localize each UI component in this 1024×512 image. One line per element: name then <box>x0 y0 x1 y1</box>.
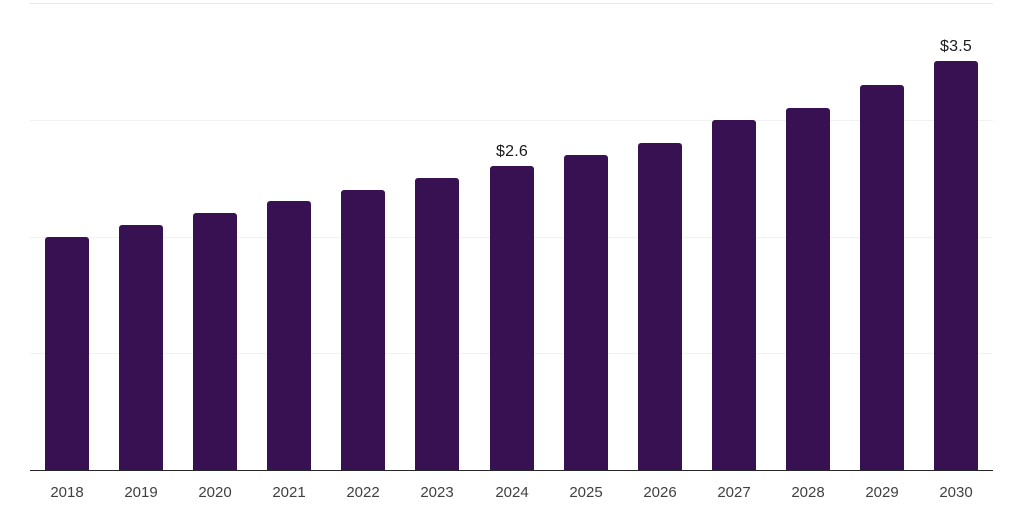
bar-2021 <box>267 201 311 470</box>
bar-2025 <box>564 155 608 470</box>
x-tick-label-2029: 2029 <box>865 484 899 501</box>
bar-2026 <box>638 143 682 470</box>
bar-2029 <box>860 85 904 470</box>
bar-2023 <box>415 178 459 470</box>
x-tick-label-2021: 2021 <box>272 484 306 501</box>
x-tick-label-2026: 2026 <box>643 484 677 501</box>
x-tick-label-2022: 2022 <box>346 484 380 501</box>
x-tick-label-2025: 2025 <box>569 484 603 501</box>
x-tick-label-2027: 2027 <box>717 484 751 501</box>
bar-2022 <box>341 190 385 470</box>
x-axis-line <box>30 470 993 471</box>
bar-2019 <box>119 225 163 470</box>
x-tick-label-2028: 2028 <box>791 484 825 501</box>
x-tick-label-2030: 2030 <box>939 484 973 501</box>
gridline-3 <box>30 120 993 121</box>
bar-2028 <box>786 108 830 470</box>
bar-value-label-2024: $2.6 <box>496 143 528 160</box>
x-tick-label-2020: 2020 <box>198 484 232 501</box>
bar-2018 <box>45 237 89 471</box>
x-tick-label-2023: 2023 <box>420 484 454 501</box>
bar-2027 <box>712 120 756 470</box>
x-tick-label-2019: 2019 <box>124 484 158 501</box>
bar-2024 <box>490 166 534 470</box>
bar-value-label-2030: $3.5 <box>940 38 972 55</box>
bar-2030 <box>934 61 978 470</box>
gridline-4 <box>30 3 993 4</box>
x-tick-label-2024: 2024 <box>495 484 529 501</box>
x-tick-label-2018: 2018 <box>50 484 84 501</box>
bar-2020 <box>193 213 237 470</box>
